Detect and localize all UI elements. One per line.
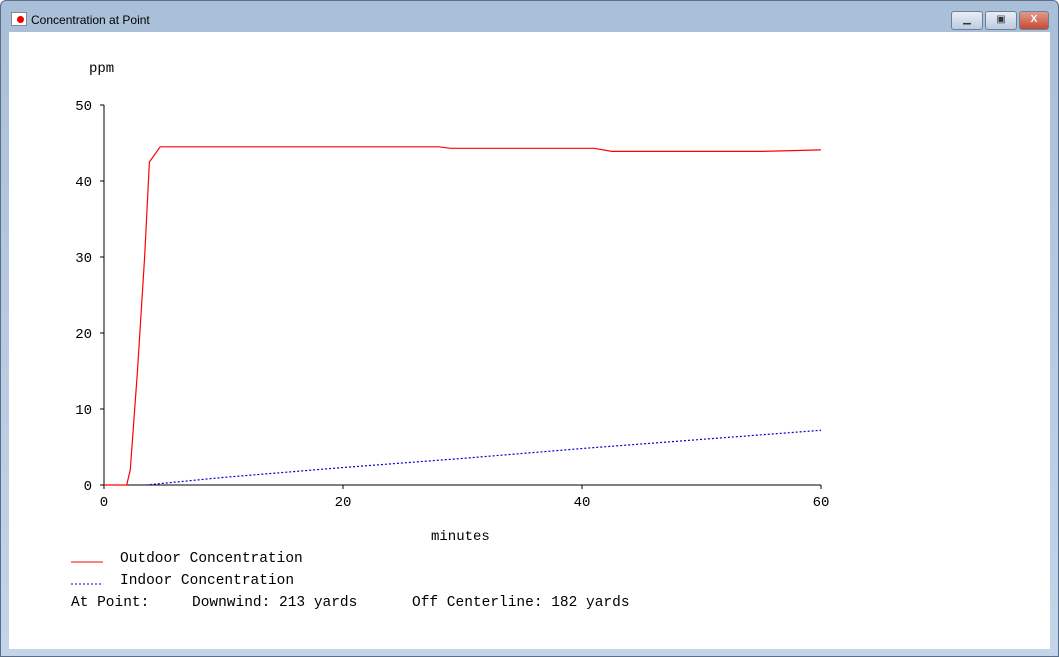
x-axis-label: minutes <box>431 529 490 545</box>
concentration-chart: ppm minutes 0 10 20 30 40 50 0 20 40 60 <box>75 61 830 545</box>
x-tick-label: 20 <box>335 495 352 511</box>
x-tick-label: 40 <box>574 495 591 511</box>
maximize-button[interactable]: ▣ <box>985 11 1017 30</box>
title-bar[interactable]: Concentration at Point ▁ ▣ X <box>1 1 1058 31</box>
legend-outdoor-swatch <box>71 561 103 563</box>
y-tick-label: 40 <box>75 175 92 191</box>
y-axis-label: ppm <box>89 61 114 77</box>
series-line-indoor <box>145 429 822 486</box>
at-point-label: At Point: <box>71 595 150 611</box>
y-tick-label: 50 <box>75 99 92 115</box>
legend-outdoor: Outdoor Concentration <box>120 551 303 567</box>
legend-indoor-swatch <box>71 583 103 585</box>
legend-indoor: Indoor Concentration <box>120 573 295 589</box>
app-icon <box>11 12 27 26</box>
close-button[interactable]: X <box>1019 11 1049 30</box>
minimize-button[interactable]: ▁ <box>951 11 983 30</box>
chart-area: ppm minutes 0 10 20 30 40 50 0 20 40 60 Outdoor C… <box>9 32 1050 649</box>
series-line-outdoor <box>104 146 822 486</box>
y-tick-label: 0 <box>84 479 92 495</box>
x-tick-label: 60 <box>813 495 830 511</box>
off-centerline-value: Off Centerline: 182 yards <box>412 595 630 611</box>
window-title: Concentration at Point <box>31 13 150 27</box>
downwind-value: Downwind: 213 yards <box>192 595 358 611</box>
y-tick-label: 30 <box>75 251 92 267</box>
y-tick-label: 10 <box>75 403 92 419</box>
x-tick-label: 0 <box>100 495 108 511</box>
y-tick-label: 20 <box>75 327 92 343</box>
